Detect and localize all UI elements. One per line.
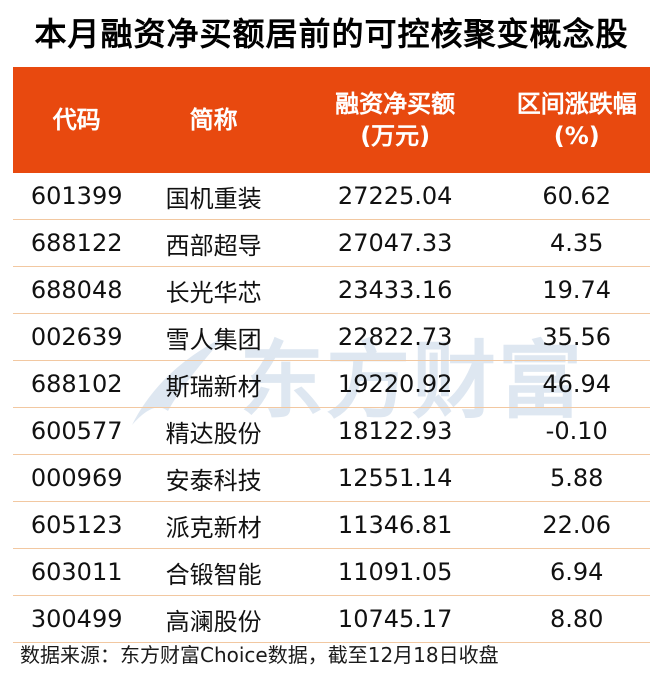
table-row: 688122 西部超导 27047.33 4.35 <box>13 220 650 267</box>
table-row: 601399 国机重装 27225.04 60.62 <box>13 173 650 220</box>
cell-name: 精达股份 <box>165 419 262 448</box>
cell-change: 5.88 <box>550 464 604 492</box>
cell-change: 4.35 <box>550 229 604 257</box>
cell-net-buy: 18122.93 <box>337 417 453 445</box>
cell-net-buy: 23433.16 <box>337 276 453 304</box>
cell-name: 安泰科技 <box>165 466 262 495</box>
table-row: 688048 长光华芯 23433.16 19.74 <box>13 267 650 314</box>
cell-code: 688102 <box>30 370 123 398</box>
cell-change: 6.94 <box>550 558 604 586</box>
cell-change: 60.62 <box>542 182 612 210</box>
cell-name: 国机重装 <box>165 184 262 213</box>
data-source-note: 数据来源：东方财富Choice数据，截至12月18日收盘 <box>20 643 499 667</box>
cell-code: 688048 <box>30 276 123 304</box>
stocks-table: 代码 简称 融资净买额 (万元) 区间涨跌幅 (%) 601399 国机重装 2… <box>13 67 650 643</box>
cell-net-buy: 12551.14 <box>337 464 453 492</box>
cell-change: 19.74 <box>542 276 612 304</box>
cell-change: -0.10 <box>545 417 608 445</box>
cell-net-buy: 10745.17 <box>337 605 453 633</box>
cell-code: 603011 <box>30 558 123 586</box>
table-row: 688102 斯瑞新材 19220.92 46.94 <box>13 361 650 408</box>
cell-code: 600577 <box>30 417 123 445</box>
table-header-row: 代码 简称 融资净买额 (万元) 区间涨跌幅 (%) <box>13 67 650 173</box>
cell-net-buy: 22822.73 <box>337 323 453 351</box>
cell-name: 合锻智能 <box>165 560 262 589</box>
cell-change: 22.06 <box>542 511 612 539</box>
table-row: 000969 安泰科技 12551.14 5.88 <box>13 455 650 502</box>
column-header-code: 代码 <box>52 106 101 134</box>
column-header-net-buy: 融资净买额 (万元) <box>335 90 456 150</box>
cell-name: 雪人集团 <box>165 325 262 354</box>
column-header-change: 区间涨跌幅 (%) <box>516 90 637 150</box>
cell-net-buy: 27047.33 <box>337 229 453 257</box>
cell-net-buy: 27225.04 <box>337 182 453 210</box>
cell-net-buy: 19220.92 <box>337 370 453 398</box>
cell-name: 派克新材 <box>165 513 262 542</box>
cell-name: 西部超导 <box>165 231 262 260</box>
table-row: 605123 派克新材 11346.81 22.06 <box>13 502 650 549</box>
cell-code: 002639 <box>30 323 123 351</box>
cell-code: 300499 <box>30 605 123 633</box>
cell-name: 斯瑞新材 <box>165 372 262 401</box>
cell-code: 605123 <box>30 511 123 539</box>
cell-code: 688122 <box>30 229 123 257</box>
cell-name: 高澜股份 <box>165 607 262 636</box>
page-title: 本月融资净买额居前的可控核聚变概念股 <box>34 15 629 53</box>
cell-name: 长光华芯 <box>165 278 262 307</box>
cell-change: 46.94 <box>542 370 612 398</box>
cell-net-buy: 11346.81 <box>337 511 453 539</box>
cell-code: 000969 <box>30 464 123 492</box>
table-row: 603011 合锻智能 11091.05 6.94 <box>13 549 650 596</box>
cell-change: 35.56 <box>542 323 612 351</box>
table-row: 002639 雪人集团 22822.73 35.56 <box>13 314 650 361</box>
table-row: 600577 精达股份 18122.93 -0.10 <box>13 408 650 455</box>
cell-code: 601399 <box>30 182 123 210</box>
cell-net-buy: 11091.05 <box>337 558 453 586</box>
table-row: 300499 高澜股份 10745.17 8.80 <box>13 596 650 643</box>
cell-change: 8.80 <box>550 605 604 633</box>
column-header-name: 简称 <box>189 106 238 134</box>
